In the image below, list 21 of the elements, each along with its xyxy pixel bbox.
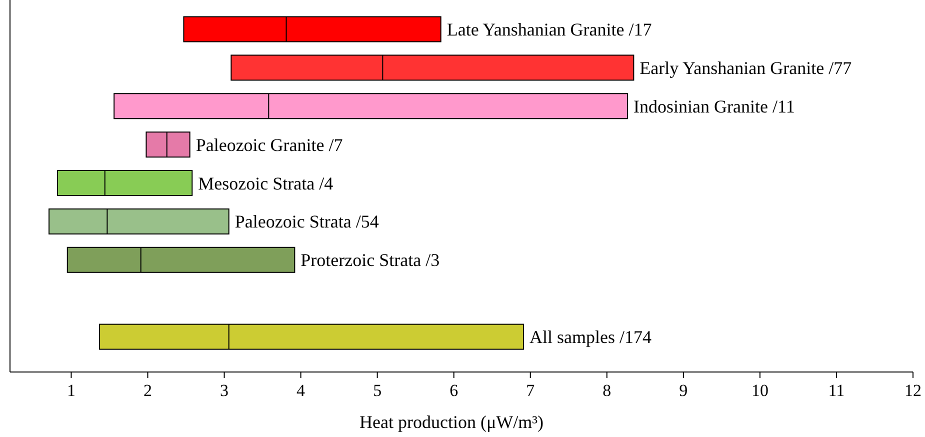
x-tick-label: 4: [296, 381, 306, 400]
x-tick-label: 8: [602, 381, 612, 400]
y-tick-label: Proterzoic Strata /3: [300, 250, 440, 270]
x-tick-label: 2: [143, 381, 152, 400]
x-tick-label: 6: [450, 381, 458, 400]
y-tick-label: Early Yanshanian Granite /77: [640, 58, 852, 78]
y-tick-label: Late Yanshanian Granite /17: [446, 20, 652, 40]
x-tick-label: 9: [679, 381, 688, 400]
x-tick-label: 10: [751, 381, 768, 400]
x-tick-label: 1: [66, 381, 76, 400]
x-tick-label: 11: [828, 381, 845, 400]
y-tick-label: Mesozoic Strata /4: [198, 173, 334, 194]
x-tick-label: 12: [904, 381, 922, 400]
y-tick-label: Paleozoic Strata /54: [234, 212, 379, 232]
x-tick-label: 5: [373, 381, 382, 400]
x-tick-label: 3: [220, 381, 229, 400]
x-axis-title: Heat production (μW/m³): [360, 412, 544, 432]
y-tick-label: Indosinian Granite /11: [634, 96, 795, 116]
y-tick-label: All samples /174: [529, 327, 652, 348]
x-tick-label: 7: [526, 381, 536, 400]
y-tick-label: Paleozoic Granite /7: [196, 134, 343, 155]
